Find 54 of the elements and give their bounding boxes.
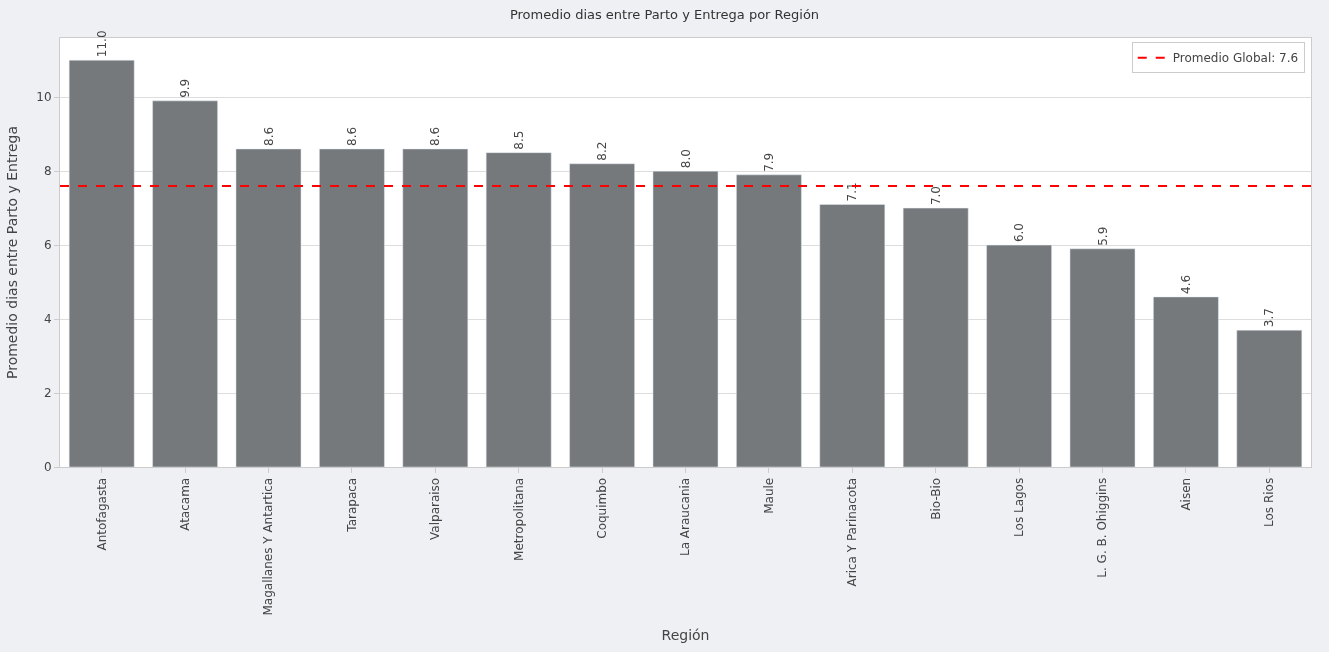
y-axis-title: Promedio dias entre Parto y Entrega <box>3 126 20 379</box>
y-tick-label: 10 <box>36 90 52 105</box>
x-tick-label: Bio-Bio <box>928 477 943 520</box>
x-tick-label: Maule <box>761 477 776 514</box>
y-tick-label: 6 <box>43 238 52 253</box>
data-label: 8.0 <box>678 149 693 169</box>
y-tick-label: 0 <box>43 460 52 475</box>
data-label: 8.6 <box>428 126 443 146</box>
data-label: 8.5 <box>511 130 526 150</box>
bar <box>819 204 886 467</box>
x-tick-label: Aisen <box>1178 477 1193 511</box>
bar <box>902 207 969 467</box>
x-tick-label: Arica Y Parinacota <box>845 477 860 587</box>
data-label: 7.9 <box>761 152 776 172</box>
data-label: 5.9 <box>1095 226 1110 246</box>
data-label: 7.0 <box>928 186 943 206</box>
chart-title: Promedio dias entre Parto y Entrega por Región <box>509 6 820 22</box>
y-tick-label: 8 <box>43 164 52 179</box>
data-label: 8.6 <box>261 126 276 146</box>
bar <box>652 170 719 467</box>
x-tick-label: Magallanes Y Antartica <box>261 477 276 616</box>
x-tick-label: Metropolitana <box>511 477 526 561</box>
bar <box>1069 248 1136 467</box>
bar <box>736 174 802 467</box>
legend-label: Promedio Global: 7.6 <box>1172 51 1299 66</box>
bar <box>152 100 218 467</box>
x-tick-label: La Araucania <box>678 477 693 556</box>
bar <box>1153 296 1219 467</box>
x-tick-label: Los Rios <box>1262 477 1277 527</box>
x-tick-label: Los Lagos <box>1012 477 1026 537</box>
y-tick-label: 4 <box>43 312 52 327</box>
bar <box>235 148 302 467</box>
x-axis-title: Región <box>661 626 710 643</box>
data-label: 4.6 <box>1178 274 1193 294</box>
bar <box>569 163 635 467</box>
bar <box>68 59 135 467</box>
bar <box>485 152 552 467</box>
x-tick-label: Coquimbo <box>595 477 609 539</box>
data-label: 3.7 <box>1262 308 1277 328</box>
data-label: 11.0 <box>94 30 109 58</box>
bar <box>986 244 1052 467</box>
x-tick-label: L. G. B. Ohiggins <box>1095 477 1110 578</box>
data-label: 8.6 <box>344 126 359 146</box>
y-tick-label: 2 <box>43 386 52 401</box>
bar <box>319 148 385 467</box>
x-tick-label: Antofagasta <box>94 477 109 551</box>
bar <box>402 148 469 467</box>
data-label: 8.2 <box>595 141 610 161</box>
bar <box>1236 329 1303 467</box>
x-tick-label: Valparaiso <box>428 477 443 540</box>
data-label: 9.9 <box>178 78 193 98</box>
x-tick-label: Atacama <box>178 477 192 531</box>
x-tick-label: Tarapaca <box>344 477 359 533</box>
data-label: 6.0 <box>1012 223 1027 243</box>
